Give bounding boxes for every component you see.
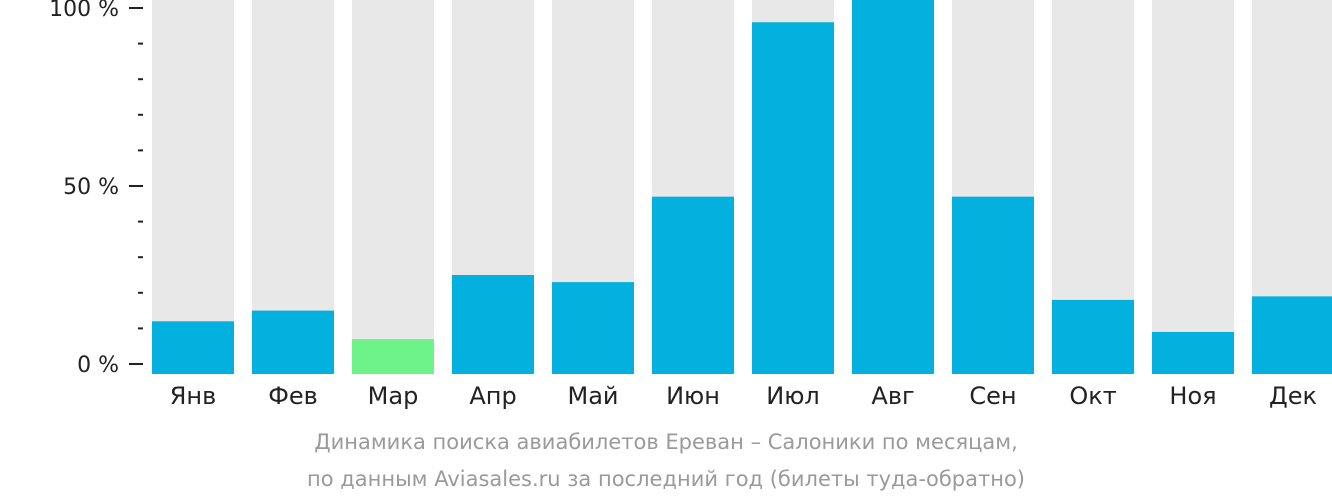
y-tick-label: 100 % [49,0,119,22]
x-tick-label: Мар [368,382,419,410]
bars [152,0,1332,375]
y-axis: 0 % 50 % 100 % [49,0,143,378]
y-tick-label: 50 % [63,175,119,200]
x-tick-label: Дек [1269,382,1317,410]
chart-title: Динамика поиска авиабилетов Ереван – Сал… [314,430,1018,454]
y-tick-label: 0 % [77,353,119,378]
x-tick-label: Фев [268,382,318,410]
x-tick-label: Авг [871,382,914,410]
x-tick-label: Май [567,382,618,410]
bar-10[interactable] [1052,299,1134,374]
x-tick-label: Июл [766,382,820,410]
x-tick-label: Окт [1069,382,1116,410]
x-tick-label: Апр [469,382,516,410]
x-axis-labels: Янв Фев Мар Апр Май Июн Июл Авг Сен Окт Ноя Дек [170,382,1317,410]
bar-8[interactable] [852,0,934,374]
chart-subtitle: по данным Aviasales.ru за последний год … [307,467,1025,491]
x-tick-label: Ноя [1169,382,1216,410]
bar-track-3 [352,0,434,374]
bar-5[interactable] [552,282,634,374]
bar-track-1 [152,0,234,374]
x-tick-label: Сен [969,382,1016,410]
bar-9[interactable] [952,196,1034,374]
x-tick-label: Июн [666,382,720,410]
bar-11[interactable] [1152,331,1234,374]
bar-4[interactable] [452,275,534,374]
bar-1[interactable] [152,321,234,374]
x-tick-label: Янв [170,382,217,410]
bar-6[interactable] [652,196,734,374]
bar-track-11 [1152,0,1234,374]
bar-chart: 0 % 50 % 100 % Янв Фев Мар Апр Май Июн Июл Авг Сен… [49,0,1332,410]
bar-3[interactable] [352,339,434,374]
bar-7[interactable] [752,22,834,375]
bar-2[interactable] [252,310,334,374]
bar-12[interactable] [1252,296,1332,374]
